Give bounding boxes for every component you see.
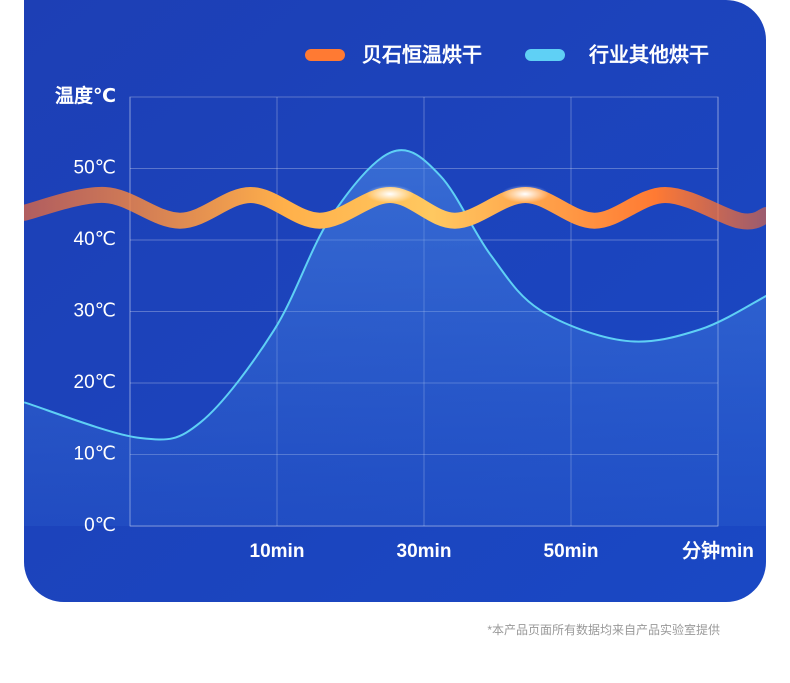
legend-label: 贝石恒温烘干 [362,42,482,66]
y-tick-label: 20℃ [74,372,116,393]
y-tick-label: 40℃ [74,229,116,250]
area [24,150,766,526]
glow [501,185,549,203]
x-tick-label: 50min [544,541,599,562]
labels: 0℃ 10℃ 20℃ 30℃ 40℃ 50℃ 10min 30min 50min 分钟min 贝石恒… [74,42,754,562]
legend-label: 行业其他烘干 [588,42,709,66]
line [24,149,766,441]
x-tick-label: 30min [397,541,452,562]
footnote: *本产品页面所有数据均来自产品实验室提供 [487,622,720,637]
glow [366,185,414,203]
glows [366,185,549,203]
y-tick-label: 10℃ [74,444,116,465]
curves [24,149,766,526]
x-tick-label: 10min [250,541,305,562]
line [24,186,766,230]
y-tick-label: 50℃ [74,158,116,179]
y-axis-label: 温度℃ [55,84,116,107]
x-tick-label: 分钟min [682,539,754,562]
y-tick-label: 30℃ [74,301,116,322]
legend-swatch [525,49,565,61]
y-tick-label: 0℃ [84,515,116,536]
legend-swatch [305,49,345,61]
